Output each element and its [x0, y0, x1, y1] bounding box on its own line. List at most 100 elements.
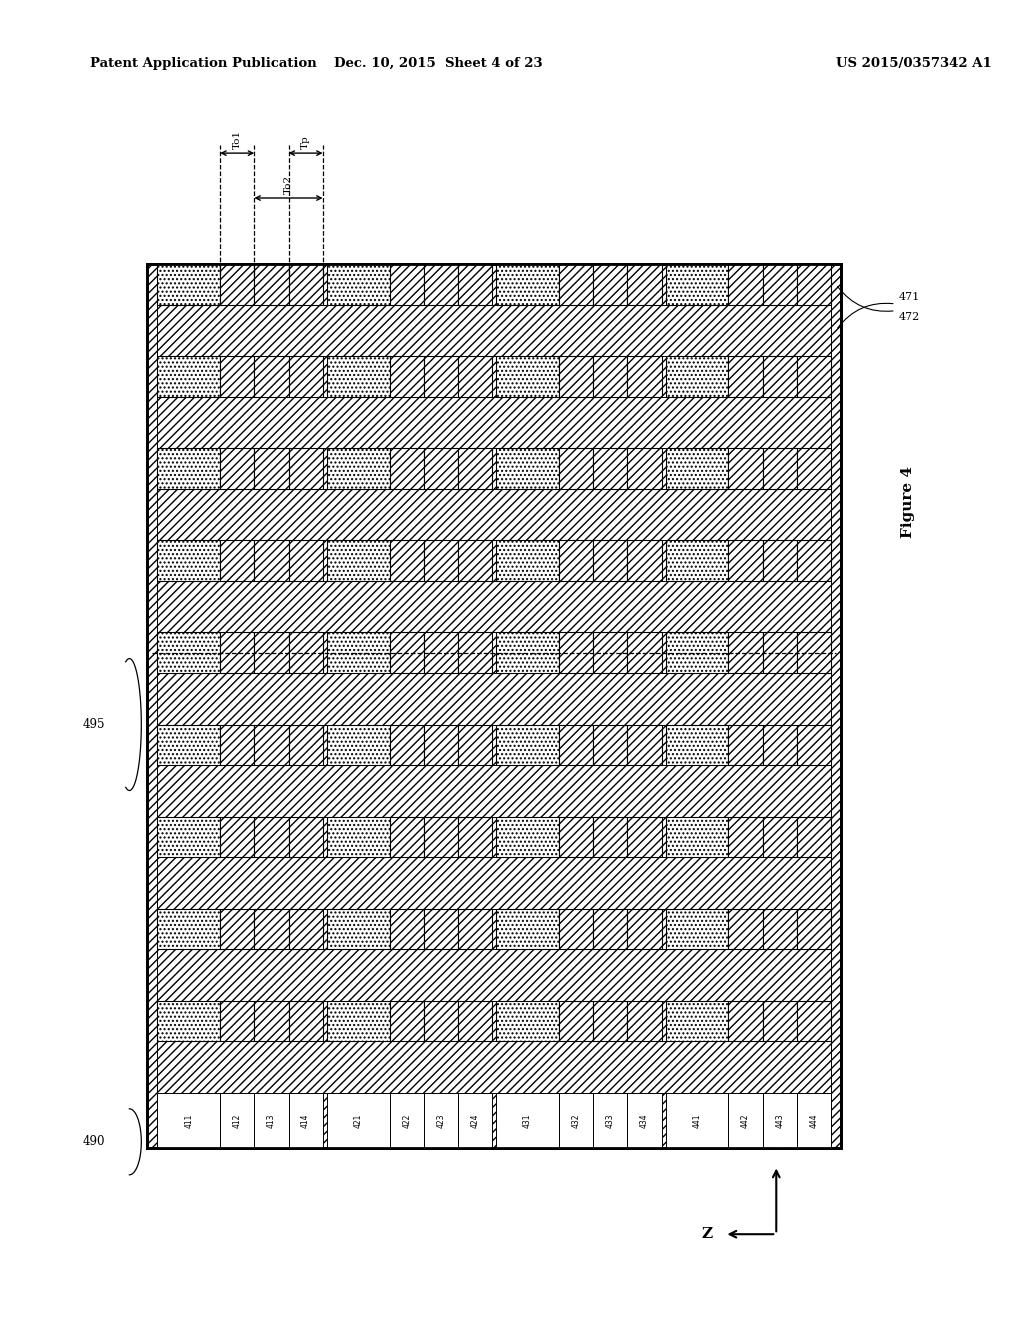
Bar	[559, 449, 593, 488]
Text: 431: 431	[523, 1114, 532, 1127]
Bar	[289, 817, 323, 857]
Bar	[728, 356, 763, 396]
Bar	[220, 817, 254, 857]
Bar	[458, 632, 493, 673]
Bar	[628, 725, 662, 766]
Bar	[666, 264, 728, 305]
Text: To1: To1	[232, 131, 242, 149]
Bar	[559, 1093, 593, 1148]
Bar	[158, 766, 831, 817]
Bar	[158, 356, 220, 396]
Text: 442: 442	[741, 1114, 750, 1127]
Text: 421: 421	[353, 1114, 362, 1127]
Bar	[327, 817, 389, 857]
Bar	[220, 356, 254, 396]
Bar	[458, 540, 493, 581]
Text: Figure 4: Figure 4	[901, 466, 914, 537]
Bar	[593, 264, 628, 305]
Bar	[628, 264, 662, 305]
Bar	[389, 356, 424, 396]
Bar	[458, 817, 493, 857]
Bar	[158, 632, 220, 673]
Text: 432: 432	[571, 1114, 581, 1127]
Bar	[763, 725, 797, 766]
Bar	[797, 908, 831, 949]
Bar	[254, 908, 289, 949]
Bar	[158, 540, 220, 581]
Bar	[220, 1001, 254, 1041]
Bar	[666, 1093, 728, 1148]
Bar	[424, 264, 458, 305]
Bar	[797, 725, 831, 766]
Bar	[327, 540, 389, 581]
Bar	[628, 1093, 662, 1148]
Bar	[389, 632, 424, 673]
Bar	[559, 632, 593, 673]
Bar	[158, 673, 831, 725]
Bar	[728, 540, 763, 581]
Bar	[327, 725, 389, 766]
Bar	[424, 632, 458, 673]
Bar	[327, 1001, 389, 1041]
Bar	[458, 725, 493, 766]
Bar	[220, 449, 254, 488]
Bar	[158, 949, 831, 1001]
Bar	[728, 264, 763, 305]
Bar	[628, 1001, 662, 1041]
Bar	[496, 817, 559, 857]
Bar	[158, 1001, 220, 1041]
Bar	[458, 356, 493, 396]
Text: 490: 490	[83, 1135, 105, 1148]
Bar	[424, 540, 458, 581]
Bar	[763, 540, 797, 581]
Bar	[389, 1093, 424, 1148]
Bar	[220, 540, 254, 581]
Text: 433: 433	[606, 1113, 614, 1129]
Text: Tp: Tp	[301, 136, 310, 149]
Text: 444: 444	[809, 1113, 818, 1129]
Bar	[389, 725, 424, 766]
Bar	[220, 632, 254, 673]
Bar	[559, 264, 593, 305]
Bar	[158, 857, 831, 908]
Bar	[559, 1001, 593, 1041]
Bar	[158, 305, 831, 356]
Bar	[728, 908, 763, 949]
Bar	[496, 449, 559, 488]
Bar	[797, 632, 831, 673]
Bar	[220, 264, 254, 305]
Bar	[763, 1093, 797, 1148]
Text: 412: 412	[232, 1114, 242, 1127]
Bar	[289, 449, 323, 488]
Bar	[593, 540, 628, 581]
Bar	[389, 540, 424, 581]
Bar	[254, 264, 289, 305]
Bar	[327, 356, 389, 396]
Bar	[666, 540, 728, 581]
Bar	[763, 449, 797, 488]
Bar	[797, 264, 831, 305]
Bar	[593, 817, 628, 857]
Bar	[424, 356, 458, 396]
Text: 471: 471	[899, 292, 920, 302]
Bar	[254, 1001, 289, 1041]
Text: X: X	[770, 1139, 782, 1152]
Bar	[254, 725, 289, 766]
Bar	[424, 817, 458, 857]
Bar	[289, 1093, 323, 1148]
Bar	[496, 908, 559, 949]
Text: Dec. 10, 2015  Sheet 4 of 23: Dec. 10, 2015 Sheet 4 of 23	[334, 57, 543, 70]
Text: 424: 424	[471, 1114, 479, 1127]
Bar	[458, 1001, 493, 1041]
Bar	[458, 264, 493, 305]
Bar	[424, 908, 458, 949]
Bar	[496, 1093, 559, 1148]
Bar	[593, 1001, 628, 1041]
Bar	[158, 581, 831, 632]
Bar	[728, 1001, 763, 1041]
Bar	[158, 817, 220, 857]
Bar	[728, 1093, 763, 1148]
Text: 441: 441	[692, 1114, 701, 1127]
Bar	[158, 449, 220, 488]
Bar	[289, 632, 323, 673]
